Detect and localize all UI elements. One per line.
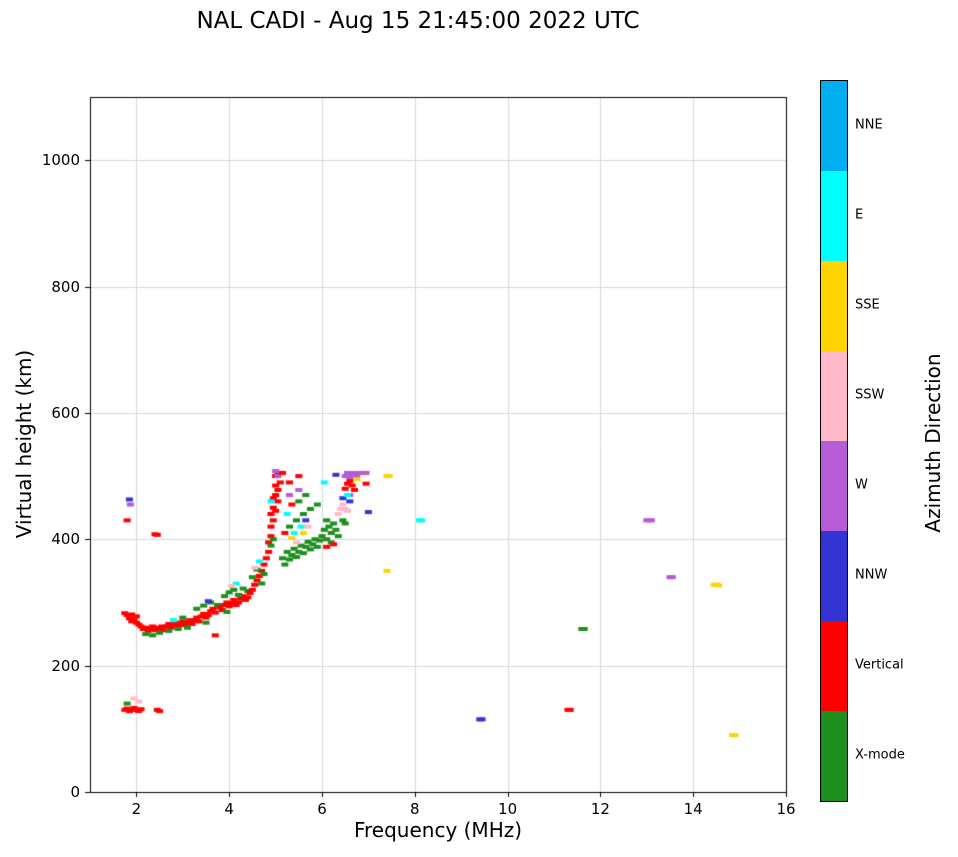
x-tick-label: 8 xyxy=(410,800,420,818)
x-tick-label: 12 xyxy=(590,800,610,818)
colorbar-segment-sse xyxy=(821,261,847,351)
y-tick-label: 400 xyxy=(51,530,80,549)
colorbar-label-w: W xyxy=(855,477,868,493)
x-axis-label: Frequency (MHz) xyxy=(353,818,523,842)
colorbar-segment-nnw xyxy=(821,531,847,621)
colorbar-label-sse: SSE xyxy=(855,297,880,313)
colorbar-segment-vertical xyxy=(821,621,847,711)
x-tick-label: 10 xyxy=(498,800,518,818)
x-tick-label: 14 xyxy=(683,800,703,818)
colorbar-label-e: E xyxy=(855,207,864,223)
colorbar-label-vertical: Vertical xyxy=(855,657,904,673)
y-tick-label: 200 xyxy=(51,656,80,675)
colorbar-label-ssw: SSW xyxy=(855,387,885,403)
x-tick-label: 16 xyxy=(776,800,796,818)
y-tick-label: 800 xyxy=(51,277,80,296)
colorbar-label-nne: NNE xyxy=(855,117,883,133)
colorbar-segment-ssw xyxy=(821,351,847,441)
x-tick-label: 6 xyxy=(317,800,327,818)
colorbar-label-x-mode: X-mode xyxy=(855,747,905,763)
colorbar-segment-e xyxy=(821,171,847,261)
colorbar-title: Azimuth Direction xyxy=(921,353,945,533)
x-tick-label: 4 xyxy=(224,800,234,818)
colorbar-segment-w xyxy=(821,441,847,531)
y-axis-label: Virtual height (km) xyxy=(12,349,36,539)
x-tick-label: 2 xyxy=(131,800,142,818)
y-tick-label: 1000 xyxy=(41,151,80,170)
colorbar-segment-nne xyxy=(821,81,847,171)
y-tick-label: 0 xyxy=(70,783,80,801)
colorbar xyxy=(820,80,848,802)
colorbar-segment-x-mode xyxy=(821,711,847,801)
y-tick-label: 600 xyxy=(51,403,80,422)
colorbar-label-nnw: NNW xyxy=(855,567,888,583)
